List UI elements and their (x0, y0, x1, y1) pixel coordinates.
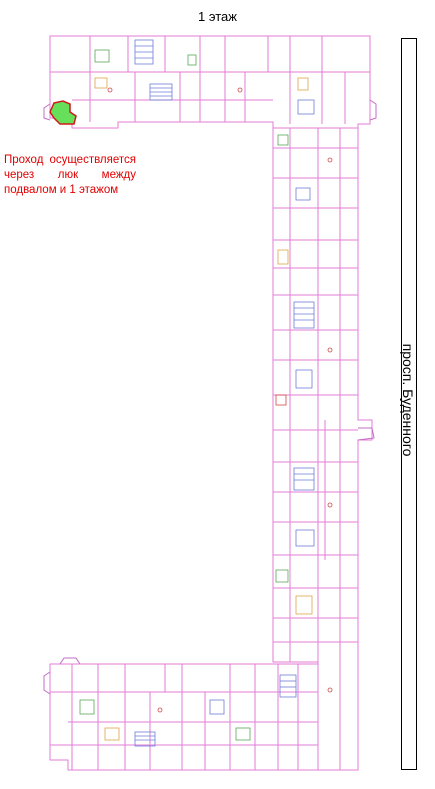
hatch-highlight (49, 100, 77, 125)
street-box (401, 38, 417, 770)
fixture-details (79, 49, 333, 741)
right-wing-outline (272, 127, 373, 771)
street-label: просп. Буденного (400, 343, 416, 457)
building-walls (49, 35, 373, 771)
floor-title: 1 этаж (198, 9, 237, 24)
bay-window-icon (43, 99, 377, 695)
stairwell-icon (134, 39, 315, 747)
note-text: Проход осуществляется через люк между по… (4, 154, 136, 196)
